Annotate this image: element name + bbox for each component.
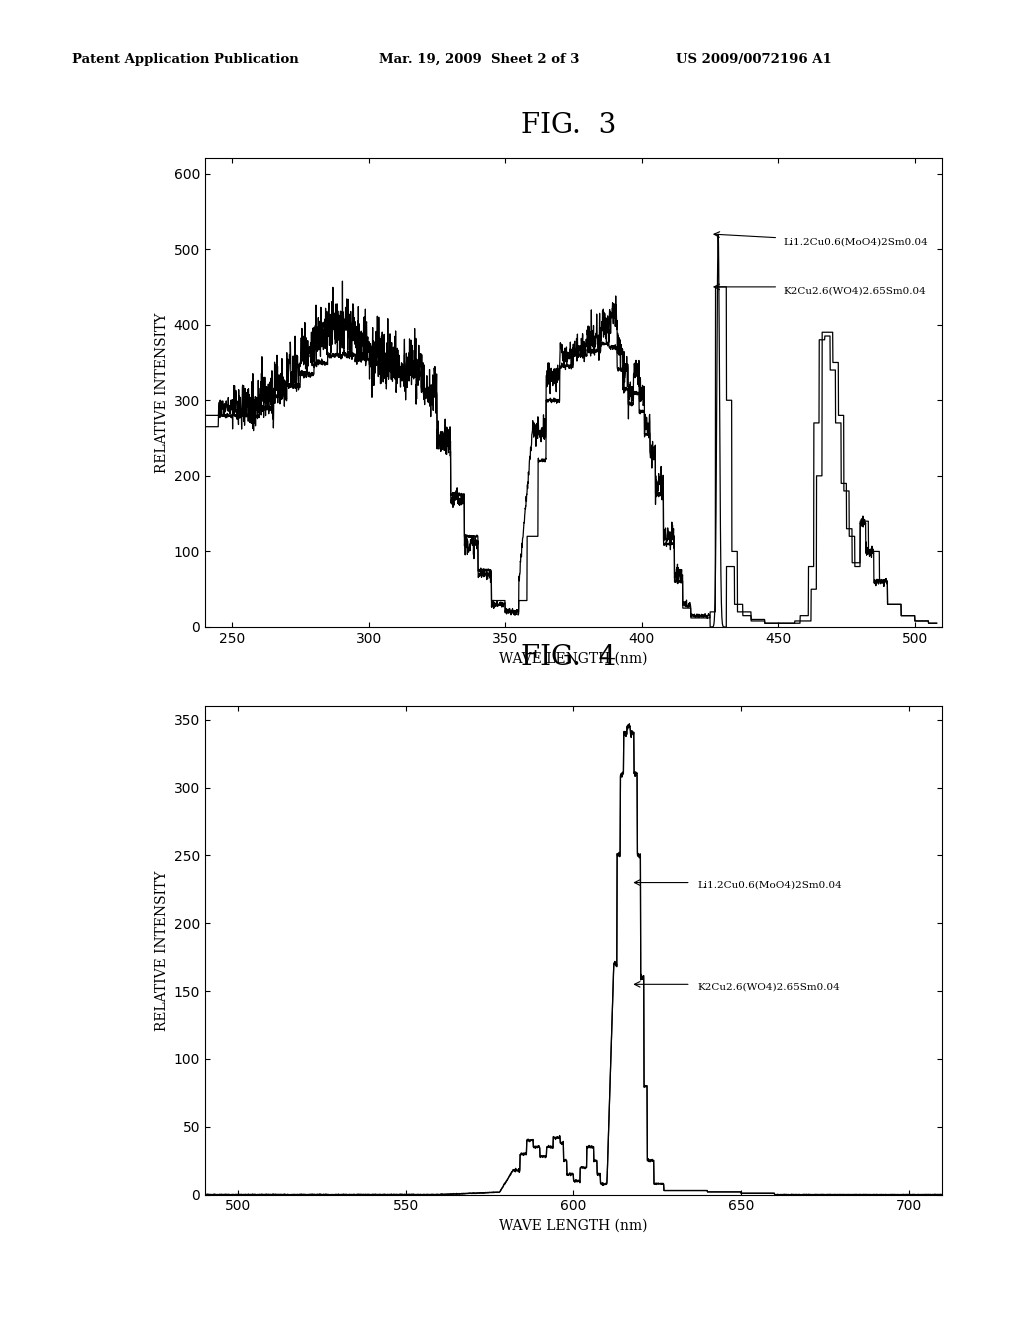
Y-axis label: RELATIVE INTENSITY: RELATIVE INTENSITY bbox=[156, 313, 169, 473]
Text: Patent Application Publication: Patent Application Publication bbox=[72, 53, 298, 66]
Text: Mar. 19, 2009  Sheet 2 of 3: Mar. 19, 2009 Sheet 2 of 3 bbox=[379, 53, 580, 66]
Text: Li1.2Cu0.6(MoO4)2Sm0.04: Li1.2Cu0.6(MoO4)2Sm0.04 bbox=[697, 880, 842, 890]
Text: K2Cu2.6(WO4)2.65Sm0.04: K2Cu2.6(WO4)2.65Sm0.04 bbox=[783, 286, 927, 296]
Y-axis label: RELATIVE INTENSITY: RELATIVE INTENSITY bbox=[156, 870, 169, 1031]
Text: US 2009/0072196 A1: US 2009/0072196 A1 bbox=[676, 53, 831, 66]
Text: FIG.  3: FIG. 3 bbox=[520, 112, 616, 139]
X-axis label: WAVE LENGTH (nm): WAVE LENGTH (nm) bbox=[499, 651, 648, 665]
X-axis label: WAVE LENGTH (nm): WAVE LENGTH (nm) bbox=[499, 1218, 648, 1233]
Text: K2Cu2.6(WO4)2.65Sm0.04: K2Cu2.6(WO4)2.65Sm0.04 bbox=[697, 982, 840, 991]
Text: Li1.2Cu0.6(MoO4)2Sm0.04: Li1.2Cu0.6(MoO4)2Sm0.04 bbox=[783, 238, 929, 246]
Text: FIG.  4: FIG. 4 bbox=[520, 644, 616, 671]
